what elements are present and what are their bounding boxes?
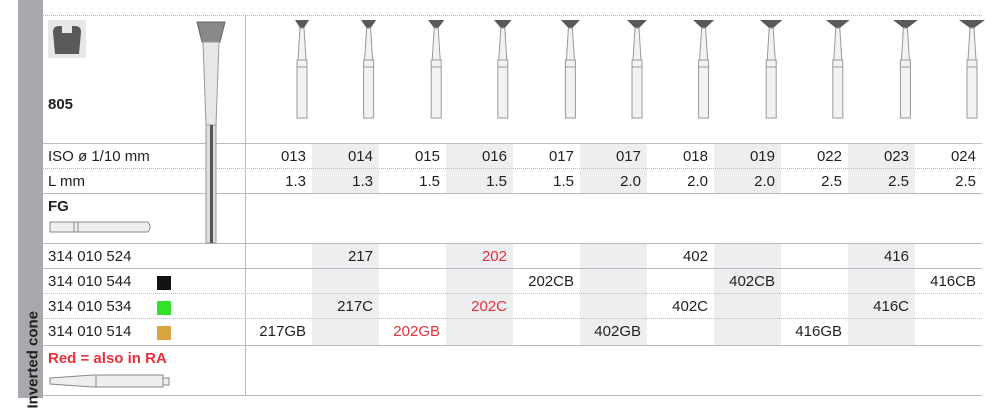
length-value: 2.5 — [888, 173, 909, 190]
divider — [43, 193, 982, 194]
column-shade — [848, 243, 915, 345]
variant-code: 416CB — [930, 273, 976, 290]
model-number: 805 — [48, 96, 74, 113]
column-shade — [714, 243, 781, 345]
bur-image — [427, 20, 445, 119]
shape-icon — [48, 20, 86, 58]
iso-value: 016 — [481, 148, 507, 165]
bur-image — [693, 20, 715, 119]
variant-code: 402GB — [594, 323, 641, 340]
iso-value: 017 — [548, 148, 574, 165]
divider — [43, 293, 982, 294]
divider — [43, 15, 982, 16]
length-value: 2.0 — [620, 173, 641, 190]
iso-value: 023 — [883, 148, 909, 165]
divider — [43, 168, 982, 169]
column-divider — [245, 15, 246, 395]
bur-image — [892, 20, 918, 119]
variant-code: 202 — [481, 248, 507, 265]
iso-value: 018 — [682, 148, 708, 165]
bur-image — [759, 20, 783, 119]
bur-image — [627, 20, 647, 119]
divider — [43, 345, 982, 346]
length-value: 1.3 — [285, 173, 306, 190]
variant-code: 416 — [883, 248, 909, 265]
legend-text: Red = also in RA — [48, 350, 167, 367]
length-value: 2.5 — [821, 173, 842, 190]
variant-code: 202CB — [528, 273, 574, 290]
article-number: 314 010 514 — [48, 323, 132, 340]
length-value: 1.3 — [352, 173, 373, 190]
divider — [43, 395, 982, 396]
fg-shank-icon — [49, 221, 151, 233]
bur-image — [826, 20, 850, 119]
divider — [43, 243, 982, 244]
divider — [43, 318, 982, 319]
length-value: 1.5 — [486, 173, 507, 190]
length-value: 1.5 — [553, 173, 574, 190]
section-tab: Inverted cone — [18, 0, 43, 409]
iso-value: 022 — [816, 148, 842, 165]
article-number: 314 010 534 — [48, 298, 132, 315]
grit-color-swatch — [157, 301, 171, 315]
variant-code: 416C — [873, 298, 909, 315]
variant-code: 402 — [682, 248, 708, 265]
section-label: Inverted cone — [24, 310, 42, 409]
iso-value: 017 — [615, 148, 641, 165]
iso-value: 014 — [347, 148, 373, 165]
divider — [43, 268, 982, 269]
bur-image — [295, 20, 309, 119]
bur-large-image — [196, 21, 226, 244]
iso-value: 019 — [749, 148, 775, 165]
iso-label: ISO ø 1/10 mm — [48, 148, 150, 165]
grit-color-swatch — [157, 326, 171, 340]
bur-image — [560, 20, 580, 119]
ra-shank-icon — [49, 374, 170, 388]
grit-color-swatch — [157, 276, 171, 290]
iso-value: 013 — [280, 148, 306, 165]
bur-image — [959, 20, 985, 119]
article-number: 314 010 524 — [48, 248, 132, 265]
length-value: 2.0 — [754, 173, 775, 190]
shank-label: FG — [48, 198, 69, 215]
variant-code: 416GB — [795, 323, 842, 340]
variant-code: 402CB — [729, 273, 775, 290]
length-value: 2.5 — [955, 173, 976, 190]
variant-code: 217GB — [259, 323, 306, 340]
divider — [43, 143, 982, 144]
iso-value: 015 — [414, 148, 440, 165]
bur-image — [494, 20, 512, 119]
column-shade — [446, 243, 513, 345]
length-label: L mm — [48, 173, 85, 190]
bur-image — [361, 20, 377, 119]
length-value: 1.5 — [419, 173, 440, 190]
article-number: 314 010 544 — [48, 273, 132, 290]
iso-value: 024 — [950, 148, 976, 165]
variant-code: 202GB — [393, 323, 440, 340]
variant-code: 217 — [347, 248, 373, 265]
variant-code: 217C — [337, 298, 373, 315]
length-value: 2.0 — [687, 173, 708, 190]
variant-code: 402C — [672, 298, 708, 315]
variant-code: 202C — [471, 298, 507, 315]
column-shade — [580, 243, 647, 345]
column-shade — [312, 243, 379, 345]
